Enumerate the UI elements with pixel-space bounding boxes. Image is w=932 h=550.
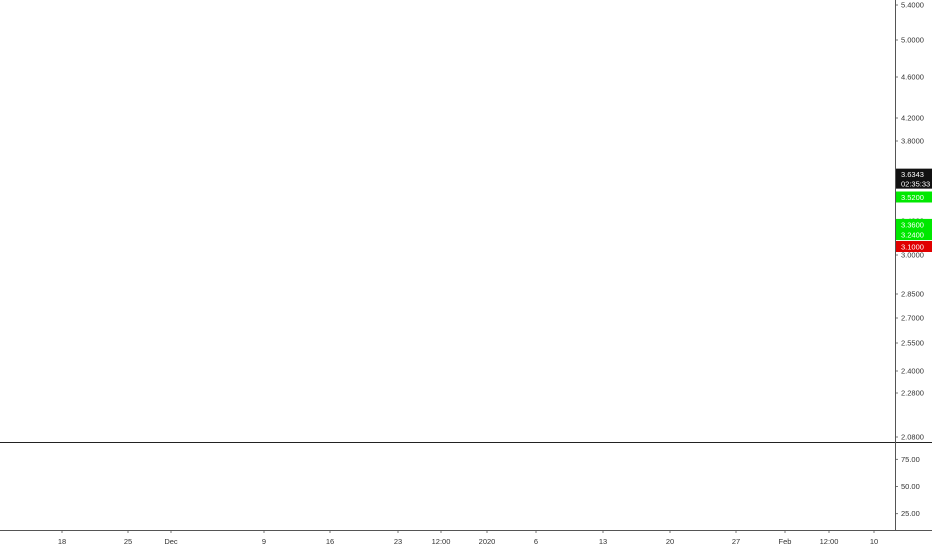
price-tag-countdown: 02:35:33 [901,180,930,189]
price-tick-label: 3.0000 [901,251,924,260]
price-tick-label: 4.2000 [901,114,924,123]
time-tick-label: 20 [666,537,674,546]
price-tag-target [896,229,932,241]
oscillator-tick-label: 25.00 [901,509,920,518]
time-tick-label: 2020 [479,537,496,546]
price-tick-label: 2.5500 [901,339,924,348]
oscillator-tick-label: 75.00 [901,455,920,464]
time-tick-label: 27 [732,537,740,546]
price-tag-label: 3.1000 [901,243,924,252]
price-tag-target [896,191,932,203]
time-tick-label: 12:00 [432,537,451,546]
time-tick-label: Dec [164,537,178,546]
time-tick-label: Feb [779,537,792,546]
price-tick-label: 2.4000 [901,367,924,376]
time-tick-label: 23 [394,537,402,546]
time-tick-label: 10 [870,537,878,546]
price-tag-target [896,218,932,230]
price-tick-label: 3.8000 [901,137,924,146]
oscillator-tick-label: 50.00 [901,482,920,491]
price-tick-label: 5.0000 [901,36,924,45]
price-tag-stop [896,241,932,252]
price-tick-label: 4.6000 [901,73,924,82]
time-tick-label: 9 [262,537,266,546]
time-tick-label: 13 [599,537,607,546]
price-tick-label: 5.4000 [901,1,924,10]
time-tick-label: 16 [326,537,334,546]
price-tick-label: 2.2800 [901,389,924,398]
time-tick-label: 6 [534,537,538,546]
time-tick-label: 12:00 [820,537,839,546]
time-tick-label: 18 [58,537,66,546]
price-tag-label: 3.6343 [901,170,924,179]
price-tag-label: 3.5200 [901,193,924,202]
price-tick-label: 2.0800 [901,433,924,442]
price-tick-label: 2.7000 [901,314,924,323]
price-tag-current [896,168,932,189]
price-tag-label: 3.2400 [901,231,924,240]
time-tick-label: 25 [124,537,132,546]
price-tag-label: 3.3600 [901,220,924,229]
price-tick-label: 2.8500 [901,290,924,299]
